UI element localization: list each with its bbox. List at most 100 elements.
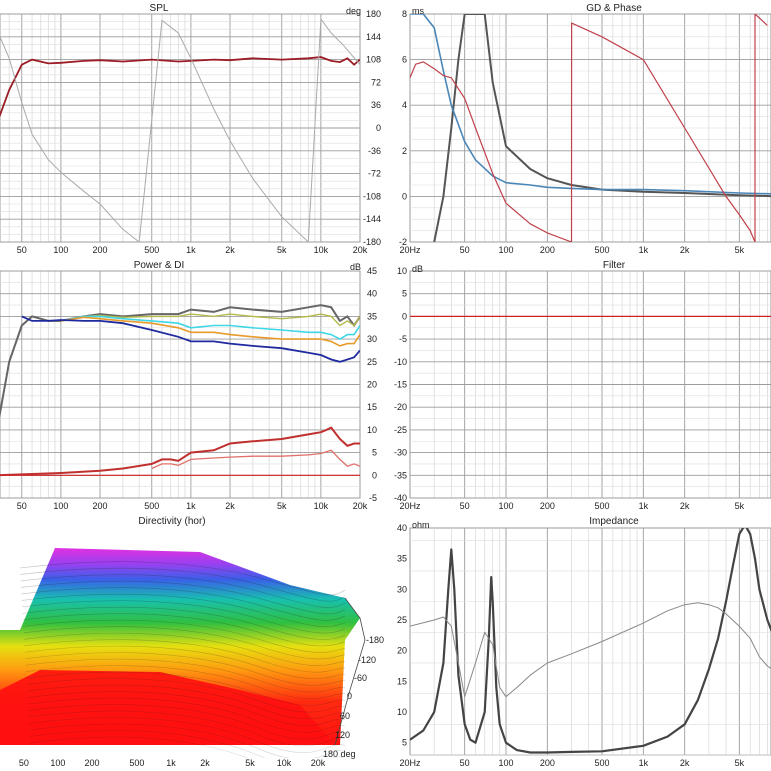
y-tick-label: -10 <box>394 357 407 367</box>
y-tick-label: 10 <box>397 707 407 717</box>
waterfall-contour <box>26 678 346 713</box>
angle-tick-label: 60 <box>340 711 350 721</box>
waterfall-contour <box>22 606 346 640</box>
x-tick-label: 200 <box>93 245 108 255</box>
x-tick-label: 500 <box>144 245 159 255</box>
y-tick-label: 8 <box>402 9 407 19</box>
y-tick-label: 0 <box>372 470 377 480</box>
directivity-panel: 50 100 200 500 1k 2k 5k 10k 20k -180 -120 -600 60 120… <box>0 548 384 768</box>
angle-tick-label: -180 <box>366 635 384 645</box>
x-tick-label: 1k <box>186 501 196 511</box>
gd-title: GD & Phase <box>586 3 642 14</box>
x-tick-label: 20k <box>353 245 368 255</box>
x-tick-label: 20Hz <box>399 501 421 511</box>
x-tick-label: 100 <box>50 758 65 768</box>
angle-tick-label: -120 <box>358 655 376 665</box>
x-tick-label: 1k <box>639 501 649 511</box>
x-tick-label: 5k <box>735 501 745 511</box>
y-tick-label: 5 <box>402 289 407 299</box>
y-tick-label: -30 <box>394 448 407 458</box>
series-line <box>0 56 360 118</box>
y-tick-label: -108 <box>363 191 381 201</box>
impedance-left-unit: ohm <box>412 520 430 530</box>
waterfall-contour <box>26 671 346 706</box>
y-tick-label: 15 <box>367 402 377 412</box>
y-tick-label: -180 <box>363 237 381 247</box>
impedance-title: Impedance <box>589 516 639 527</box>
series-line <box>0 17 360 242</box>
x-tick-label: 5k <box>277 245 287 255</box>
y-tick-label: 0 <box>376 123 381 133</box>
x-tick-label: 5k <box>735 758 745 768</box>
x-tick-label: 2k <box>225 501 235 511</box>
y-tick-label: 5 <box>402 738 407 748</box>
y-tick-label: 72 <box>371 77 381 87</box>
impedance-panel: 40 35 30 25 20 15 10 5 20Hz 50 100 200 500 1k 2k 5k <box>397 523 771 768</box>
y-tick-label: 36 <box>371 100 381 110</box>
y-tick-label: 45 <box>367 266 377 276</box>
y-tick-label: 5 <box>372 448 377 458</box>
y-tick-label: 25 <box>397 615 407 625</box>
waterfall-contour <box>19 561 346 596</box>
x-tick-label: 200 <box>93 501 108 511</box>
x-tick-label: 50 <box>17 501 27 511</box>
y-tick-label: 25 <box>367 357 377 367</box>
waterfall-contour <box>23 626 346 660</box>
spl-title: SPL <box>150 3 169 14</box>
waterfall-contour <box>25 665 346 700</box>
x-tick-label: 1k <box>186 245 196 255</box>
y-tick-label: -72 <box>368 169 381 179</box>
y-tick-label: 40 <box>367 289 377 299</box>
x-tick-label: 500 <box>594 245 609 255</box>
x-tick-label: 5k <box>735 245 745 255</box>
y-tick-label: 2 <box>402 146 407 156</box>
waterfall-edge <box>334 597 366 746</box>
x-tick-label: 500 <box>129 758 144 768</box>
x-tick-label: 500 <box>594 501 609 511</box>
y-tick-label: -5 <box>369 493 377 503</box>
x-tick-label: 1k <box>639 245 649 255</box>
x-tick-label: 200 <box>540 758 555 768</box>
y-tick-label: 144 <box>366 32 381 42</box>
x-tick-label: 10k <box>314 245 329 255</box>
y-tick-label: 30 <box>367 334 377 344</box>
x-tick-label: 20Hz <box>399 245 421 255</box>
x-tick-label: 10k <box>314 501 329 511</box>
x-tick-label: 500 <box>144 501 159 511</box>
y-tick-label: -35 <box>394 470 407 480</box>
x-tick-label: 100 <box>53 501 68 511</box>
plot-area <box>409 527 771 756</box>
y-tick-label: -5 <box>399 334 407 344</box>
series-line <box>410 528 771 754</box>
waterfall-contour <box>27 697 346 733</box>
series-line <box>410 14 771 195</box>
y-tick-label: 20 <box>367 380 377 390</box>
y-tick-label: 20 <box>397 646 407 656</box>
power-title: Power & DI <box>134 260 185 271</box>
filter-left-unit: dB <box>412 264 423 274</box>
y-tick-label: 0 <box>402 191 407 201</box>
x-tick-label: 20k <box>353 501 368 511</box>
y-tick-label: 30 <box>397 584 407 594</box>
y-tick-label: 40 <box>397 523 407 533</box>
y-tick-label: 10 <box>397 266 407 276</box>
x-tick-label: 2k <box>680 758 690 768</box>
spl-right-unit: deg <box>346 6 361 16</box>
waterfall-contour <box>28 704 346 740</box>
angle-tick-label: -60 <box>354 673 367 683</box>
x-tick-label: 50 <box>460 758 470 768</box>
y-tick-label: -2 <box>399 237 407 247</box>
waterfall-contour <box>21 593 346 627</box>
waterfall-floor <box>0 670 335 745</box>
x-tick-label: 50 <box>17 245 27 255</box>
waterfall-contour <box>24 632 346 666</box>
y-tick-label: 10 <box>367 425 377 435</box>
y-tick-label: 35 <box>397 554 407 564</box>
series-line <box>0 304 360 419</box>
x-tick-label: 2k <box>680 501 690 511</box>
y-tick-label: 4 <box>402 100 407 110</box>
waterfall-contour <box>23 619 346 653</box>
